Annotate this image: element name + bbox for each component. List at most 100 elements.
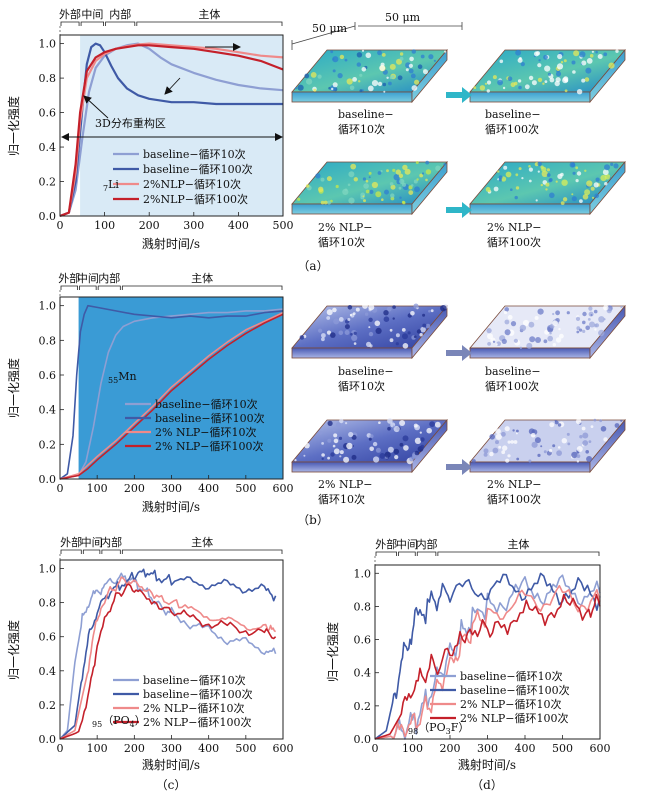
map-label-line1: 2% NLP− <box>487 478 542 491</box>
map-label-line2: 循环100次 <box>487 235 541 249</box>
x-axis-label: 溅射时间/s <box>142 236 200 251</box>
dimension-line-depth <box>291 25 356 45</box>
map-baseline-100 <box>469 48 626 104</box>
legend-label: 2% NLP−循环100次 <box>143 715 252 729</box>
slab-front-face <box>469 203 591 215</box>
y-tick-label: 1.0 <box>39 38 57 51</box>
region-label: 中间 <box>77 272 99 285</box>
y-tick-label: 1.0 <box>39 563 57 576</box>
arrow-icon-top <box>446 87 472 103</box>
x-tick-label: 500 <box>235 742 256 755</box>
slab-side-face <box>411 160 448 216</box>
dimension-label-depth: 50 μm <box>312 22 348 35</box>
x-tick-label: 500 <box>552 742 573 755</box>
x-tick-label: 0 <box>57 482 64 495</box>
slab-side-face <box>411 418 448 474</box>
x-tick-label: 400 <box>198 742 219 755</box>
y-tick-label: 0.8 <box>39 334 57 347</box>
x-tick-label: 600 <box>590 742 611 755</box>
y-axis-label: 归一化强度 <box>6 96 21 156</box>
map-label-line1: baseline− <box>485 108 541 121</box>
slab-side-face <box>589 418 626 474</box>
map-baseline-100 <box>469 304 626 360</box>
x-axis-label: 溅射时间/s <box>142 757 200 772</box>
x-tick-label: 400 <box>515 742 536 755</box>
y-tick-label: 0.8 <box>39 597 57 610</box>
y-tick-label: 0.4 <box>354 667 372 680</box>
legend-label: 2%NLP−循环100次 <box>143 192 248 206</box>
region-label: 中间 <box>81 8 103 21</box>
region-label: 外部 <box>59 7 81 21</box>
li-3d-maps: 50 μm 50 μm baseline− 循环10次 baseline− 循环… <box>291 11 626 249</box>
region-label: 中间 <box>396 538 418 551</box>
map-label-line2: 循环10次 <box>318 235 365 249</box>
map-label-line2: 循环10次 <box>318 492 365 506</box>
x-axis-label: 溅射时间/s <box>458 757 516 772</box>
map-label-line2: 循环100次 <box>485 122 539 136</box>
map-nlp-10 <box>291 160 448 216</box>
region-label: 主体 <box>191 271 213 285</box>
x-tick-label: 400 <box>228 219 249 232</box>
map-baseline-10 <box>291 303 448 360</box>
species-label: 95（PO4） <box>92 714 146 729</box>
y-tick-label: 0.0 <box>354 733 372 746</box>
x-tick-label: 500 <box>273 219 294 232</box>
region-label: 外部 <box>58 271 80 285</box>
x-tick-label: 600 <box>273 742 294 755</box>
region-bracket <box>375 551 397 556</box>
y-tick-label: 0.4 <box>39 404 57 417</box>
map-nlp-100 <box>469 160 626 216</box>
y-tick-label: 0.4 <box>39 665 57 678</box>
series-line-nlp100 <box>59 44 284 218</box>
region-label: 主体 <box>191 535 213 549</box>
series-line-nlp10 <box>59 576 277 740</box>
legend-label: baseline−循环10次 <box>155 397 258 411</box>
x-tick-label: 600 <box>273 482 294 495</box>
plot-frame <box>59 559 284 740</box>
slab-front-face <box>291 347 413 359</box>
region-bracket <box>82 549 101 554</box>
map-label-line1: baseline− <box>338 108 394 121</box>
x-tick-label: 100 <box>402 742 423 755</box>
legend-label: baseline−循环100次 <box>143 162 253 176</box>
slab-side-face <box>411 304 448 360</box>
y-tick-label: 0.6 <box>39 369 57 382</box>
x-tick-label: 0 <box>57 742 64 755</box>
x-tick-label: 300 <box>183 219 204 232</box>
slab-front-face <box>291 203 413 215</box>
species-label: 7Li <box>103 178 119 193</box>
region-bracket <box>121 549 283 554</box>
map-label-line2: 循环10次 <box>338 379 385 393</box>
x-tick-label: 200 <box>440 742 461 755</box>
legend-label: 2% NLP−循环10次 <box>460 697 562 711</box>
legend-label: baseline−循环10次 <box>143 147 246 161</box>
dimension-label-width: 50 μm <box>385 11 421 24</box>
x-axis-label: 溅射时间/s <box>142 499 200 514</box>
map-label-line1: 2% NLP− <box>318 221 373 234</box>
slab-side-face <box>589 304 626 360</box>
y-axis-label: 归一化强度 <box>325 622 340 682</box>
x-tick-label: 100 <box>87 742 108 755</box>
mn-3d-maps: baseline− 循环10次 baseline− 循环100次 2% NLP−… <box>291 303 626 506</box>
legend-label: baseline−循环100次 <box>143 687 253 701</box>
map-label-line2: 循环100次 <box>487 492 541 506</box>
arrow-icon-bottom <box>446 459 472 475</box>
series-line-nlp100 <box>374 593 601 740</box>
region-bracket <box>101 549 121 554</box>
series-line-baseline10 <box>59 308 284 480</box>
region-label: 内部 <box>109 7 131 21</box>
x-tick-label: 300 <box>477 742 498 755</box>
y-tick-label: 0.0 <box>39 473 57 486</box>
region-bracket <box>136 21 283 26</box>
x-tick-label: 0 <box>372 742 379 755</box>
region-bracket <box>60 549 82 554</box>
region-label: 内部 <box>98 271 120 285</box>
region-bracket <box>121 285 283 290</box>
y-tick-label: 0.6 <box>39 107 57 120</box>
region-label: 内部 <box>416 537 438 551</box>
series-line-nlp100 <box>59 583 277 740</box>
x-tick-label: 200 <box>124 742 145 755</box>
region-bracket <box>105 21 136 26</box>
y-tick-label: 0.2 <box>39 699 57 712</box>
map-label-line1: baseline− <box>338 365 394 378</box>
